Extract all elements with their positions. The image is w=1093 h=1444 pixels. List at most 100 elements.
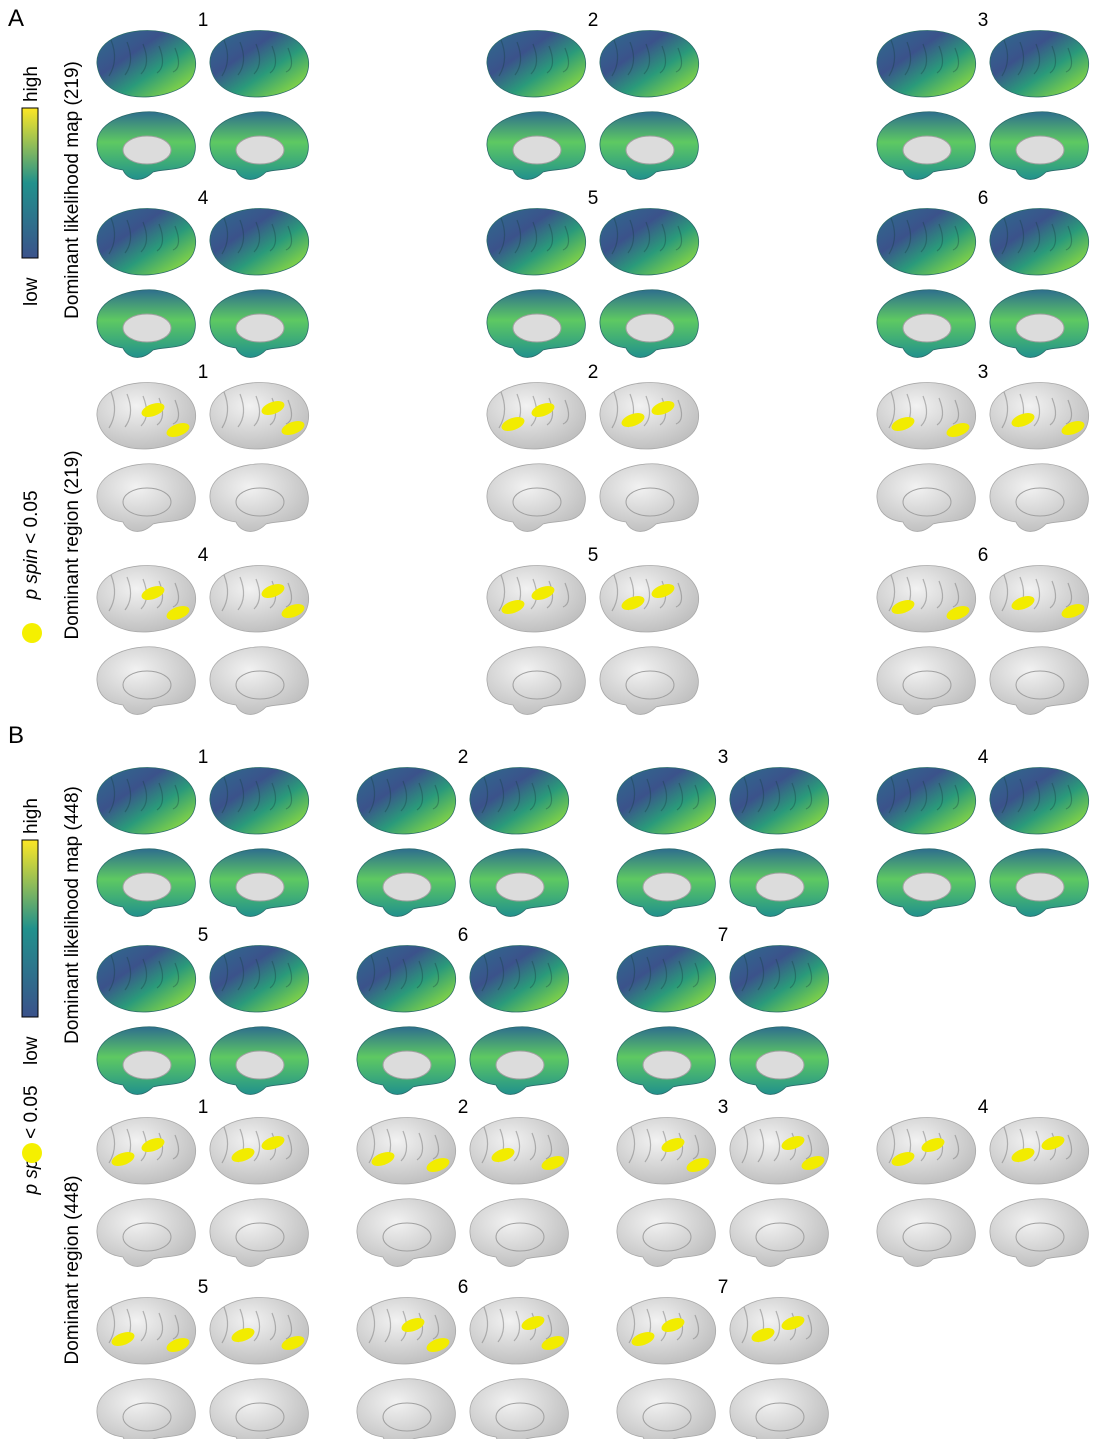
corpus xyxy=(236,873,284,901)
brain-map: 4 xyxy=(877,747,1089,916)
brain-medial xyxy=(487,464,585,532)
brain-medial xyxy=(990,647,1088,715)
brain-medial xyxy=(730,1199,828,1267)
brain-map: 3 xyxy=(877,362,1089,531)
legend-rest: < 0.05 xyxy=(21,490,42,543)
map-number: 4 xyxy=(978,1097,989,1118)
map-number: 4 xyxy=(198,188,209,209)
brain-medial xyxy=(210,464,308,532)
corpus xyxy=(123,314,171,342)
corpus xyxy=(643,873,691,901)
legend-text: p spin< 0.05 xyxy=(21,490,42,600)
brain-medial xyxy=(877,647,975,715)
corpus xyxy=(123,873,171,901)
map-number: 6 xyxy=(458,1277,469,1298)
corpus xyxy=(383,1051,431,1079)
map-number: 3 xyxy=(978,10,989,31)
map-number: 3 xyxy=(978,362,989,383)
map-number: 2 xyxy=(588,362,599,383)
brain-map: 5 xyxy=(487,188,699,357)
map-number: 3 xyxy=(718,747,729,768)
map-number: 5 xyxy=(198,925,209,946)
legend-text: p spin< 0.05 xyxy=(21,1085,42,1195)
brain-medial xyxy=(97,1379,195,1439)
colorbar xyxy=(22,840,38,1017)
brain-map: 1 xyxy=(97,1097,309,1266)
brain-map: 5 xyxy=(97,1277,309,1439)
brain-medial xyxy=(877,464,975,532)
brain-map: 3 xyxy=(617,747,829,916)
map-number: 4 xyxy=(978,747,989,768)
brain-medial xyxy=(210,1379,308,1439)
map-number: 3 xyxy=(718,1097,729,1118)
brain-medial xyxy=(990,1199,1088,1267)
region-title: Dominant region (219) xyxy=(62,450,83,639)
legend-rest: < 0.05 xyxy=(21,1085,42,1138)
brain-map: 4 xyxy=(877,1097,1089,1266)
brain-medial xyxy=(877,1199,975,1267)
brain-map: 2 xyxy=(357,1097,569,1266)
brain-medial xyxy=(97,647,195,715)
map-number: 5 xyxy=(588,545,599,566)
corpus xyxy=(626,136,674,164)
brain-map: 4 xyxy=(97,188,309,357)
brain-map: 5 xyxy=(487,545,699,714)
brain-medial xyxy=(730,1379,828,1439)
corpus xyxy=(383,873,431,901)
brain-map: 1 xyxy=(97,747,309,916)
panel-label: A xyxy=(8,5,24,32)
corpus xyxy=(123,1051,171,1079)
brain-medial xyxy=(357,1199,455,1267)
brain-map: 2 xyxy=(487,10,699,179)
brain-medial xyxy=(617,1379,715,1439)
corpus xyxy=(236,314,284,342)
map-number: 1 xyxy=(198,1097,209,1118)
corpus xyxy=(903,873,951,901)
corpus xyxy=(236,1051,284,1079)
map-number: 1 xyxy=(198,10,209,31)
corpus xyxy=(903,314,951,342)
brain-map: 2 xyxy=(357,747,569,916)
brain-map: 2 xyxy=(487,362,699,531)
colorbar-high: high xyxy=(21,66,42,102)
corpus xyxy=(1016,136,1064,164)
brain-map: 6 xyxy=(357,925,569,1094)
map-number: 7 xyxy=(718,1277,729,1298)
brain-map: 7 xyxy=(617,1277,829,1439)
brain-map: 4 xyxy=(97,545,309,714)
corpus xyxy=(643,1051,691,1079)
brain-medial xyxy=(210,1199,308,1267)
brain-medial xyxy=(470,1379,568,1439)
brain-medial xyxy=(617,1199,715,1267)
region-title: Dominant region (448) xyxy=(62,1175,83,1364)
brain-medial xyxy=(600,647,698,715)
corpus xyxy=(496,873,544,901)
legend-dot xyxy=(22,1143,42,1163)
colorbar-low: low xyxy=(21,277,42,306)
map-number: 2 xyxy=(588,10,599,31)
corpus xyxy=(513,136,561,164)
brain-medial xyxy=(470,1199,568,1267)
map-number: 6 xyxy=(458,925,469,946)
brain-map: 7 xyxy=(617,925,829,1094)
brain-map: 6 xyxy=(357,1277,569,1439)
map-number: 7 xyxy=(718,925,729,946)
map-number: 1 xyxy=(198,362,209,383)
brain-medial xyxy=(600,464,698,532)
corpus xyxy=(496,1051,544,1079)
corpus xyxy=(756,873,804,901)
corpus xyxy=(123,136,171,164)
colorbar xyxy=(22,108,38,258)
corpus xyxy=(1016,873,1064,901)
figure: AhighlowDominant likelihood map (219)Dom… xyxy=(0,0,1093,1439)
brain-map: 5 xyxy=(97,925,309,1094)
brain-medial xyxy=(210,647,308,715)
corpus xyxy=(756,1051,804,1079)
map-number: 5 xyxy=(198,1277,209,1298)
brain-map: 1 xyxy=(97,10,309,179)
colorbar-high: high xyxy=(21,798,42,834)
map-number: 2 xyxy=(458,747,469,768)
likelihood-title: Dominant likelihood map (448) xyxy=(62,786,83,1044)
map-number: 6 xyxy=(978,545,989,566)
map-number: 1 xyxy=(198,747,209,768)
